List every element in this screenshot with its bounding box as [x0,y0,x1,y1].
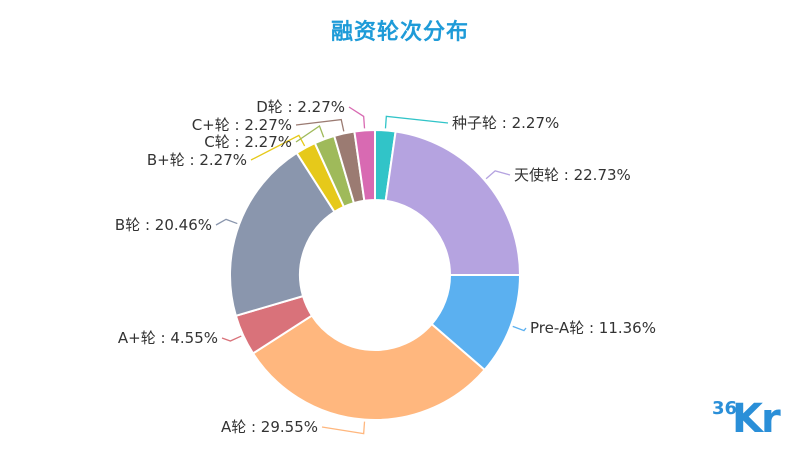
leader-line-7 [250,134,306,161]
leader-line-2 [485,170,511,180]
leader-line-9 [295,118,345,132]
data-label-8: C轮 : 2.27% [204,133,292,151]
logo-number: 36 [712,398,738,419]
slice-2 [384,130,522,276]
leader-line-10 [348,106,366,129]
data-label-2: 天使轮 : 22.73% [514,166,631,184]
slice-6 [229,151,336,318]
slice-4 [251,314,487,421]
data-label-6: B轮 : 20.46% [115,216,212,234]
leader-line-4 [321,421,366,435]
leader-line-5 [221,335,242,342]
logo-letters: Kr [732,396,781,442]
brand-logo: 36 Kr [712,392,792,452]
leader-line-3 [512,325,527,332]
data-label-1: 种子轮 : 2.27% [452,114,559,132]
data-label-7: B+轮 : 2.27% [147,151,247,169]
slice-10 [353,128,376,202]
leader-line-1 [384,115,449,129]
data-label-5: A+轮 : 4.55% [118,329,218,347]
leader-line-6 [215,218,238,226]
data-label-9: C+轮 : 2.27% [192,116,292,134]
data-label-4: A轮 : 29.55% [221,418,318,436]
chart-title: 融资轮次分布 [330,20,469,45]
data-label-10: D轮 : 2.27% [256,98,345,116]
data-label-3: Pre-A轮 : 11.36% [530,319,656,337]
leader-line-8 [295,124,325,143]
